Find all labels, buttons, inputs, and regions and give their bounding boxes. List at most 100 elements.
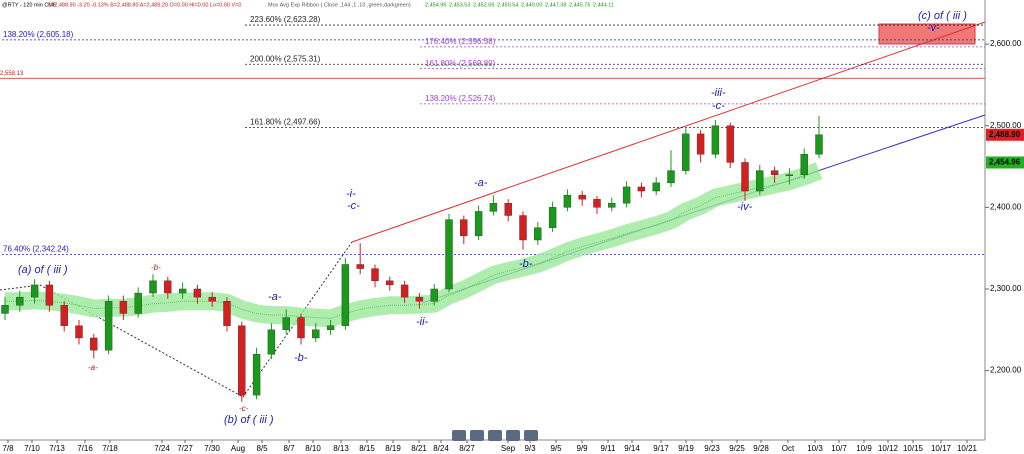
x-tick-label: 8/24 — [433, 444, 449, 453]
zoom-out-button[interactable] — [506, 430, 520, 441]
x-tick-label: 8/27 — [459, 444, 475, 453]
header-quote: L=2,488.90 -3.20 -0.13% B=2,488.80 A=2,4… — [48, 2, 241, 8]
candle-body — [282, 317, 290, 330]
x-tick-label: 9/17 — [653, 444, 669, 453]
candle-body — [652, 182, 660, 192]
x-tick-label: Sep — [501, 444, 516, 453]
candle-body — [534, 227, 542, 241]
candle-body — [386, 280, 394, 286]
x-tick-label: 7/8 — [2, 444, 14, 453]
x-tick-label: 7/16 — [77, 444, 93, 453]
wave-label: (b) of ( iii ) — [224, 414, 274, 426]
candle-body — [519, 215, 527, 241]
candle-body — [178, 288, 187, 294]
y-tick-label: 2,300.00 — [990, 284, 1022, 293]
x-tick-label: 9/9 — [576, 444, 588, 453]
x-tick-label: 8/21 — [411, 444, 427, 453]
wave-label: -b- — [294, 352, 308, 364]
header-symbol: @RTY - 120 min CME — [2, 2, 57, 8]
wave-label: -a- — [474, 177, 488, 189]
y-tick-label: 2,600.00 — [990, 39, 1022, 48]
fib-label: 2,558.13 — [0, 71, 24, 77]
ribbon-price-box-label: 2,454.96 — [989, 158, 1021, 167]
candle-body — [800, 154, 808, 175]
scroll-button[interactable] — [452, 430, 466, 441]
ribbon-price-box — [986, 156, 1024, 169]
candle-body — [770, 170, 779, 175]
candle-body — [223, 301, 231, 326]
ribbon-readout: 2,454.96 — [425, 2, 446, 8]
candle-body — [696, 133, 705, 155]
fib-label: 76.40% (2,342.24) — [3, 245, 69, 254]
candle-body — [415, 296, 424, 302]
y-tick-label: 2,200.00 — [990, 366, 1022, 375]
x-tick-label: 10/15 — [903, 444, 924, 453]
candle-body — [238, 325, 246, 396]
fib-label: 138.20% (2,605.18) — [3, 30, 74, 39]
candle-body — [637, 186, 646, 192]
candle-body — [193, 288, 202, 298]
zoom-in-button[interactable] — [488, 430, 502, 441]
reset-button[interactable] — [524, 430, 538, 441]
x-tick-label: 10/7 — [831, 444, 847, 453]
wave-label: -v- — [927, 22, 940, 34]
x-tick-label: 8/10 — [305, 444, 321, 453]
wave-label: -iii- — [711, 87, 726, 99]
x-tick-label: 9/11 — [601, 444, 617, 453]
x-tick-label: 8/5 — [256, 444, 268, 453]
x-tick-label: 10/17 — [931, 444, 952, 453]
x-tick-label: 9/3 — [524, 444, 536, 453]
wave-label: (a) of ( iii ) — [18, 264, 68, 276]
x-tick-label: 9/5 — [550, 444, 562, 453]
candle-body — [504, 203, 512, 216]
candle-body — [104, 301, 113, 351]
x-tick-label: 7/13 — [49, 444, 65, 453]
candle-body — [682, 133, 690, 171]
x-tick-label: 9/25 — [729, 444, 745, 453]
last-price-box-label: 2,488.90 — [989, 130, 1021, 139]
candle-body — [445, 219, 453, 290]
last-price-box — [986, 128, 1024, 141]
wave-label: -b- — [519, 258, 533, 270]
wave-label: -i- — [346, 188, 356, 200]
x-tick-label: 7/18 — [102, 444, 118, 453]
candle-body — [16, 296, 24, 306]
candle-body — [30, 284, 39, 298]
wave-label: -c- — [239, 404, 249, 413]
x-tick-label: 9/28 — [753, 444, 769, 453]
fib-label: 161.80% (2,569.89) — [425, 59, 496, 68]
candle-body — [608, 203, 616, 208]
x-tick-label: 7/30 — [204, 444, 220, 453]
header-indicator: Mov Avg Exp Ribbon ( Close ,144 ,1 ,10 ,… — [268, 2, 411, 8]
target-zone — [878, 23, 976, 45]
fib-label: 161.80% (2,497.66) — [250, 118, 321, 127]
x-tick-label: 9/23 — [704, 444, 720, 453]
candle-body — [164, 280, 172, 294]
candle-body — [208, 296, 216, 302]
x-tick-label: 7/10 — [24, 444, 40, 453]
candle-body — [785, 174, 794, 176]
ribbon-readout: 2,450.54 — [497, 2, 518, 8]
candle-body — [326, 325, 335, 330]
candle-body — [90, 337, 98, 351]
fib-label: 223.60% (2,623.28) — [250, 15, 321, 24]
candle-body — [400, 284, 409, 298]
wave-path — [0, 241, 353, 398]
candle-body — [356, 264, 364, 269]
scroll-right-button[interactable] — [470, 430, 484, 441]
candle-body — [741, 162, 749, 192]
x-tick-label: 8/19 — [385, 444, 401, 453]
candle-body — [252, 354, 261, 396]
x-tick-label: 8/15 — [359, 444, 375, 453]
candle-body — [1, 305, 9, 314]
ribbon-readout: 2,445.76 — [569, 2, 590, 8]
x-tick-label: 7/27 — [177, 444, 193, 453]
x-tick-label: 10/21 — [957, 444, 978, 453]
candle-body — [756, 170, 764, 192]
fib-label: 176.40% (2,596.58) — [425, 37, 496, 46]
x-tick-label: 8/7 — [283, 444, 295, 453]
x-tick-label: 9/19 — [678, 444, 694, 453]
candle-body — [119, 301, 128, 314]
candle-body — [45, 284, 54, 306]
